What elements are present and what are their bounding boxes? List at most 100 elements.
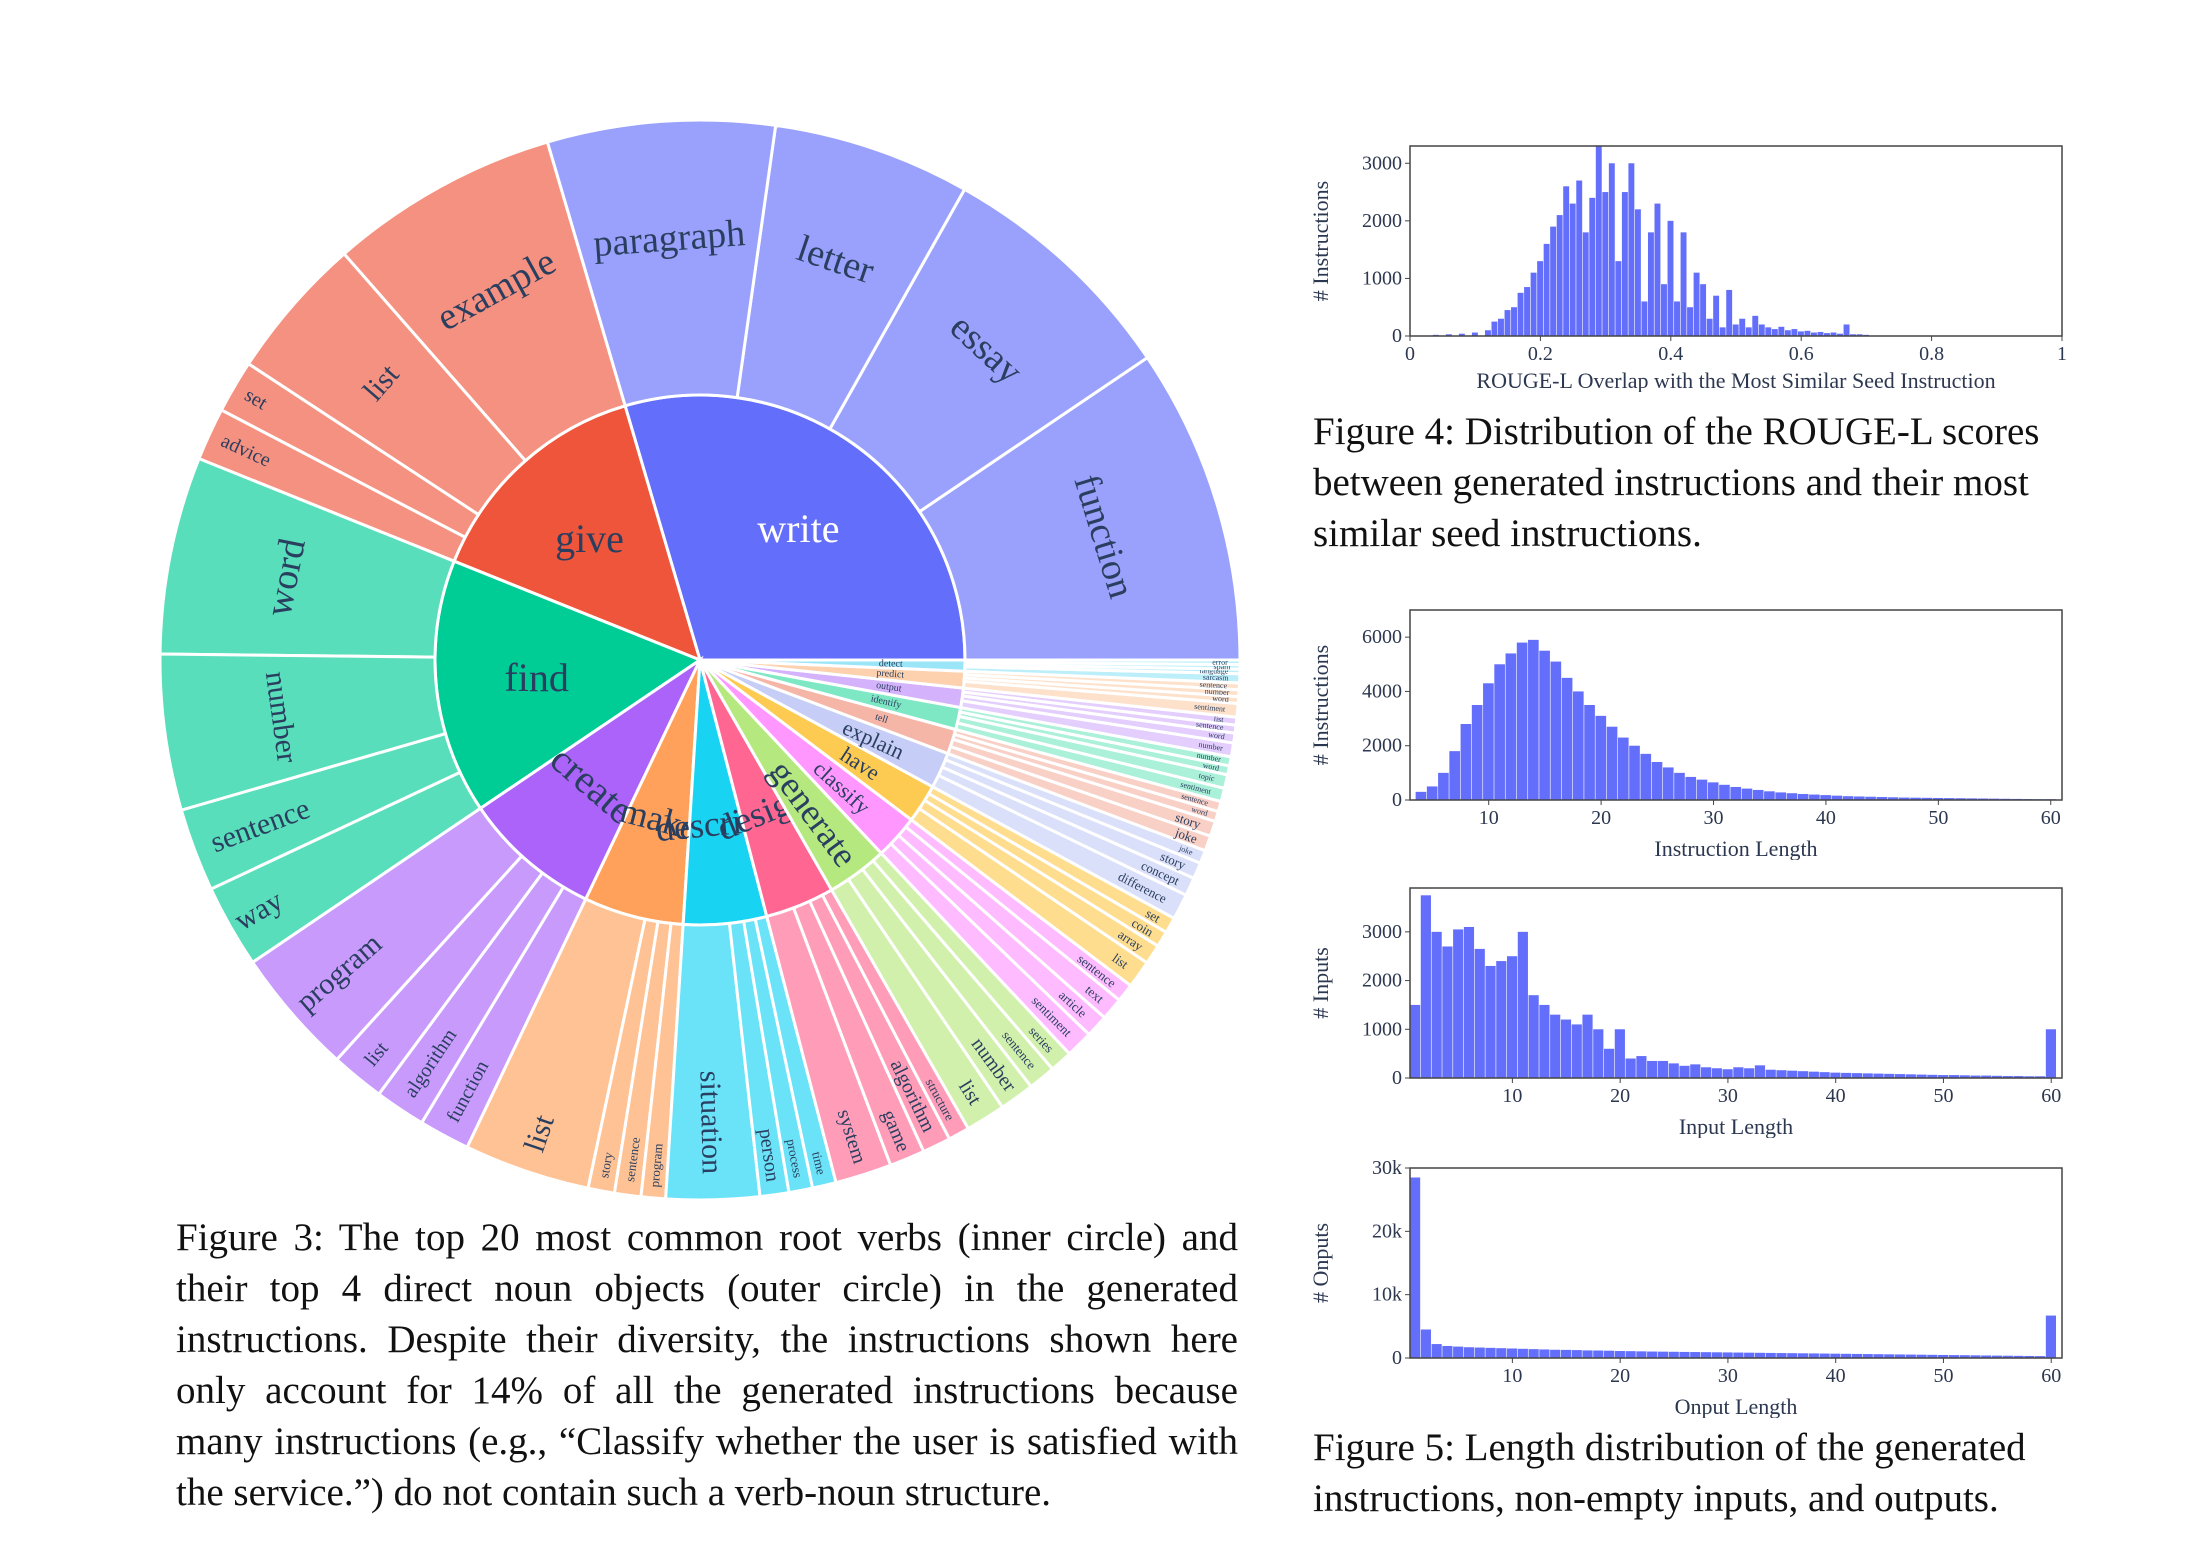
histogram-bar [1647, 232, 1654, 336]
noun-label-output-word: word [1208, 730, 1226, 741]
histogram-bar [1916, 1354, 1927, 1358]
histogram-bar [1787, 1070, 1798, 1078]
y-tick-label: 0 [1392, 1067, 1402, 1089]
histogram-bar [1810, 332, 1817, 336]
figure-5-caption-text: Figure 5: Length distribution of the gen… [1313, 1426, 2026, 1520]
y-tick-label: 2000 [1362, 970, 1402, 992]
histogram-bar [1722, 1069, 1733, 1078]
histogram-bar [1561, 677, 1573, 800]
histogram-bar [1841, 1353, 1852, 1358]
y-axis-label: # Instructions [1310, 181, 1333, 301]
histogram-bar [1431, 1344, 1442, 1358]
histogram-bar [1959, 1075, 1970, 1078]
noun-label-predict-word: word [1212, 694, 1229, 704]
histogram-bar [1603, 1350, 1615, 1358]
x-tick-label: 20 [1610, 1365, 1630, 1387]
histogram-bar [1765, 327, 1772, 336]
histogram-bar [1593, 1029, 1604, 1078]
histogram-bar [1654, 203, 1661, 336]
x-tick-label: 60 [2041, 1365, 2061, 1387]
histogram-bar [1707, 782, 1719, 800]
histogram-bar [1668, 1063, 1679, 1078]
histogram-bar [1899, 797, 1910, 800]
histogram-bar [1550, 661, 1562, 800]
histogram-bar [1458, 333, 1465, 336]
histogram-bar [2024, 1355, 2035, 1358]
histogram-bar [1608, 163, 1615, 336]
histogram-bar [1463, 926, 1475, 1078]
histogram-bar [1511, 307, 1517, 336]
y-tick-label: 0 [1392, 325, 1402, 347]
histogram-bar [2002, 1076, 2013, 1078]
histogram-bar [2024, 1076, 2035, 1078]
histogram-bar [1539, 1004, 1550, 1078]
histogram-bar [1537, 261, 1544, 336]
histogram-bar [1491, 321, 1498, 336]
instruction-length-histogram-svg: 10 20 30 40 50 60 0 2000 4000 6000 Instruction Len… [1308, 609, 2063, 861]
histogram-bar [1528, 1349, 1539, 1358]
histogram-bar [1894, 1074, 1906, 1078]
histogram-bar [1894, 1354, 1906, 1358]
histogram-bar [1563, 186, 1570, 336]
histogram-bar [1687, 307, 1694, 336]
histogram-bar [1593, 1350, 1604, 1358]
histogram-bar [1700, 284, 1707, 336]
y-tick-label: 4000 [1362, 680, 1402, 702]
noun-label-predict-number: number [1205, 687, 1230, 698]
histogram-bar [2002, 1355, 2013, 1358]
histogram-bar [1506, 1348, 1518, 1358]
histogram-bar [1991, 1355, 2003, 1358]
noun-label-describe-situation: situation [693, 1070, 728, 1174]
x-tick-label: 60 [2041, 807, 2061, 829]
histogram-bar [1752, 789, 1764, 800]
verb-label-find: find [504, 655, 568, 700]
histogram-bar [1415, 791, 1427, 800]
histogram-bar [1865, 796, 1876, 800]
histogram-bar [1442, 946, 1453, 1078]
x-tick-label: 50 [1933, 1085, 1953, 1107]
histogram-bar [1471, 705, 1483, 800]
histogram-bar [1981, 1075, 1992, 1078]
y-tick-label: 2000 [1362, 210, 1402, 232]
histogram-bar [1970, 1355, 1981, 1358]
histogram-bar [1496, 961, 1507, 1078]
histogram-bar [1706, 318, 1713, 336]
histogram-bar [1690, 1064, 1701, 1078]
histogram-bar [1582, 1014, 1593, 1078]
y-tick-label: 10k [1372, 1284, 1402, 1306]
histogram-bar [1641, 301, 1648, 336]
histogram-bar [1582, 232, 1589, 336]
histogram-bar [1569, 203, 1576, 336]
histogram-bar [1539, 1349, 1550, 1358]
verb-label-tell: tell [874, 712, 890, 726]
histogram-bar [1884, 1354, 1895, 1358]
histogram-bar [1784, 330, 1791, 336]
histogram-bar [1830, 1353, 1841, 1358]
histogram-bar [1640, 753, 1652, 800]
histogram-bar [1625, 1058, 1636, 1078]
histogram-bar [1634, 209, 1641, 336]
histogram-bar [1647, 1060, 1658, 1078]
histogram-bar [1921, 797, 1933, 800]
x-axis-label: ROUGE-L Overlap with the Most Similar Se… [1476, 368, 1995, 392]
histogram-bar [1830, 1072, 1841, 1078]
y-tick-label: 6000 [1362, 626, 1402, 648]
histogram-bar [1787, 1353, 1798, 1358]
x-tick-label: 40 [1826, 1365, 1846, 1387]
histogram-bar [1776, 1353, 1787, 1358]
histogram-bar [1786, 793, 1798, 800]
histogram-bar [1797, 331, 1804, 336]
y-tick-label: 0 [1392, 789, 1402, 811]
histogram-bar [1876, 797, 1888, 800]
histogram-bar [1571, 1024, 1582, 1078]
histogram-bar [1862, 1354, 1873, 1358]
histogram-bar [2013, 1076, 2024, 1078]
figure-4-caption: Figure 4: Distribution of the ROUGE-L sc… [1313, 406, 2093, 559]
histogram-bar [1887, 797, 1899, 800]
histogram-bar [1449, 751, 1460, 800]
histogram-bar [1830, 332, 1837, 336]
histogram-bar [1576, 180, 1583, 336]
x-tick-label: 10 [1502, 1085, 1522, 1107]
histogram-bar [1693, 272, 1700, 336]
histogram-bar [1744, 1068, 1755, 1078]
